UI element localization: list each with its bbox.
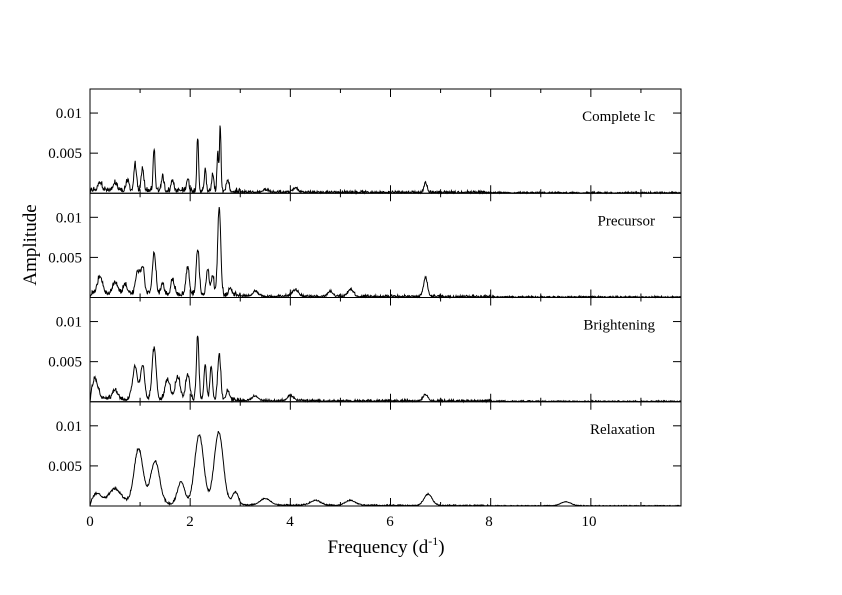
x-axis-title: Frequency (d-1) xyxy=(327,534,444,558)
y-tick-label: 0.01 xyxy=(56,210,82,226)
spectrum-line xyxy=(89,207,682,300)
panel-label: Relaxation xyxy=(590,422,655,438)
y-tick-label: 0.01 xyxy=(56,419,82,435)
panel: 0.005 0.01 Precursor xyxy=(48,192,682,300)
spectrum-line xyxy=(89,125,682,195)
panel-frame xyxy=(89,297,682,403)
spectrum-line xyxy=(89,335,682,404)
x-axis-title-main: Frequency (d xyxy=(327,537,428,558)
y-tick-label: 0.01 xyxy=(56,315,82,331)
y-tick-label: 0.005 xyxy=(48,459,82,475)
panel-label: Brightening xyxy=(583,318,655,334)
x-tick-label: 4 xyxy=(286,514,294,530)
panel-label: Complete lc xyxy=(582,109,655,125)
y-axis-title: Amplitude xyxy=(20,204,41,285)
spectrum-line xyxy=(89,430,682,507)
x-tick-label: 8 xyxy=(485,514,493,530)
x-tick-label: 10 xyxy=(582,514,597,530)
panel-frame xyxy=(89,192,682,298)
x-tick-label: 6 xyxy=(386,514,394,530)
y-tick-label: 0.005 xyxy=(48,355,82,371)
x-tick-label: 0 xyxy=(86,514,94,530)
panel-frame xyxy=(89,88,682,194)
y-tick-label: 0.01 xyxy=(56,106,82,122)
x-axis-title-close: ) xyxy=(438,537,444,558)
panel-frame xyxy=(89,401,682,507)
x-axis: 0 2 4 6 8 10 xyxy=(86,514,596,530)
panel-label: Precursor xyxy=(598,213,655,229)
x-tick-label: 2 xyxy=(186,514,194,530)
panel: 0.005 0.01 Brightening xyxy=(48,297,682,404)
panel: 0.005 0.01 Relaxation xyxy=(48,401,682,507)
y-tick-label: 0.005 xyxy=(48,250,82,266)
y-tick-label: 0.005 xyxy=(48,146,82,162)
panel: 0.005 0.01 Complete lc xyxy=(48,88,682,195)
x-axis-title-superscript: -1 xyxy=(428,534,438,548)
